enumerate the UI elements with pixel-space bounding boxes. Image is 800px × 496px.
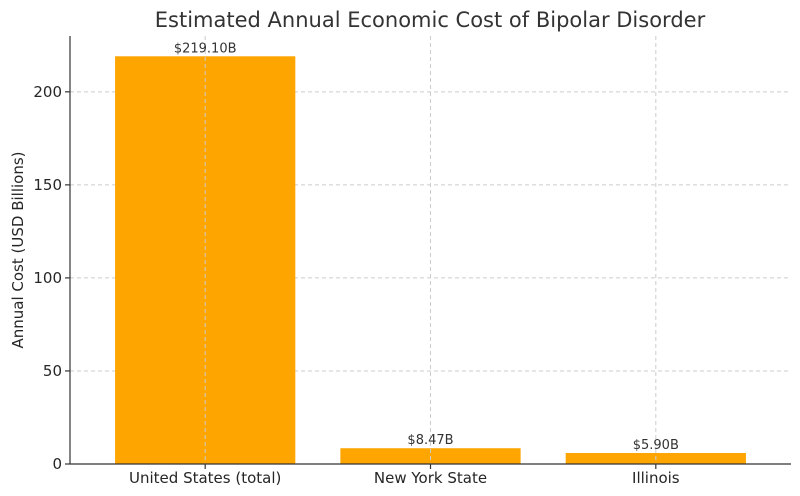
x-tick-label: New York State [374,469,487,487]
labels: 0 50 100 150 200 United States (total) $219.10… [33,41,679,487]
y-tick-label: 0 [52,455,62,473]
y-tick-label: 100 [33,269,62,287]
x-tick-label: Illinois [632,469,680,487]
y-tick-label: 150 [33,176,62,194]
data-label: $219.10B [174,41,237,56]
y-tick-label: 200 [33,83,62,101]
chart-title: Estimated Annual Economic Cost of Bipola… [155,8,706,32]
y-axis-label: Annual Cost (USD Billions) [9,151,27,348]
axes [65,36,791,469]
data-label: $8.47B [407,433,453,448]
y-tick-label: 50 [43,362,62,380]
data-label: $5.90B [633,438,679,453]
x-tick-label: United States (total) [129,469,281,487]
